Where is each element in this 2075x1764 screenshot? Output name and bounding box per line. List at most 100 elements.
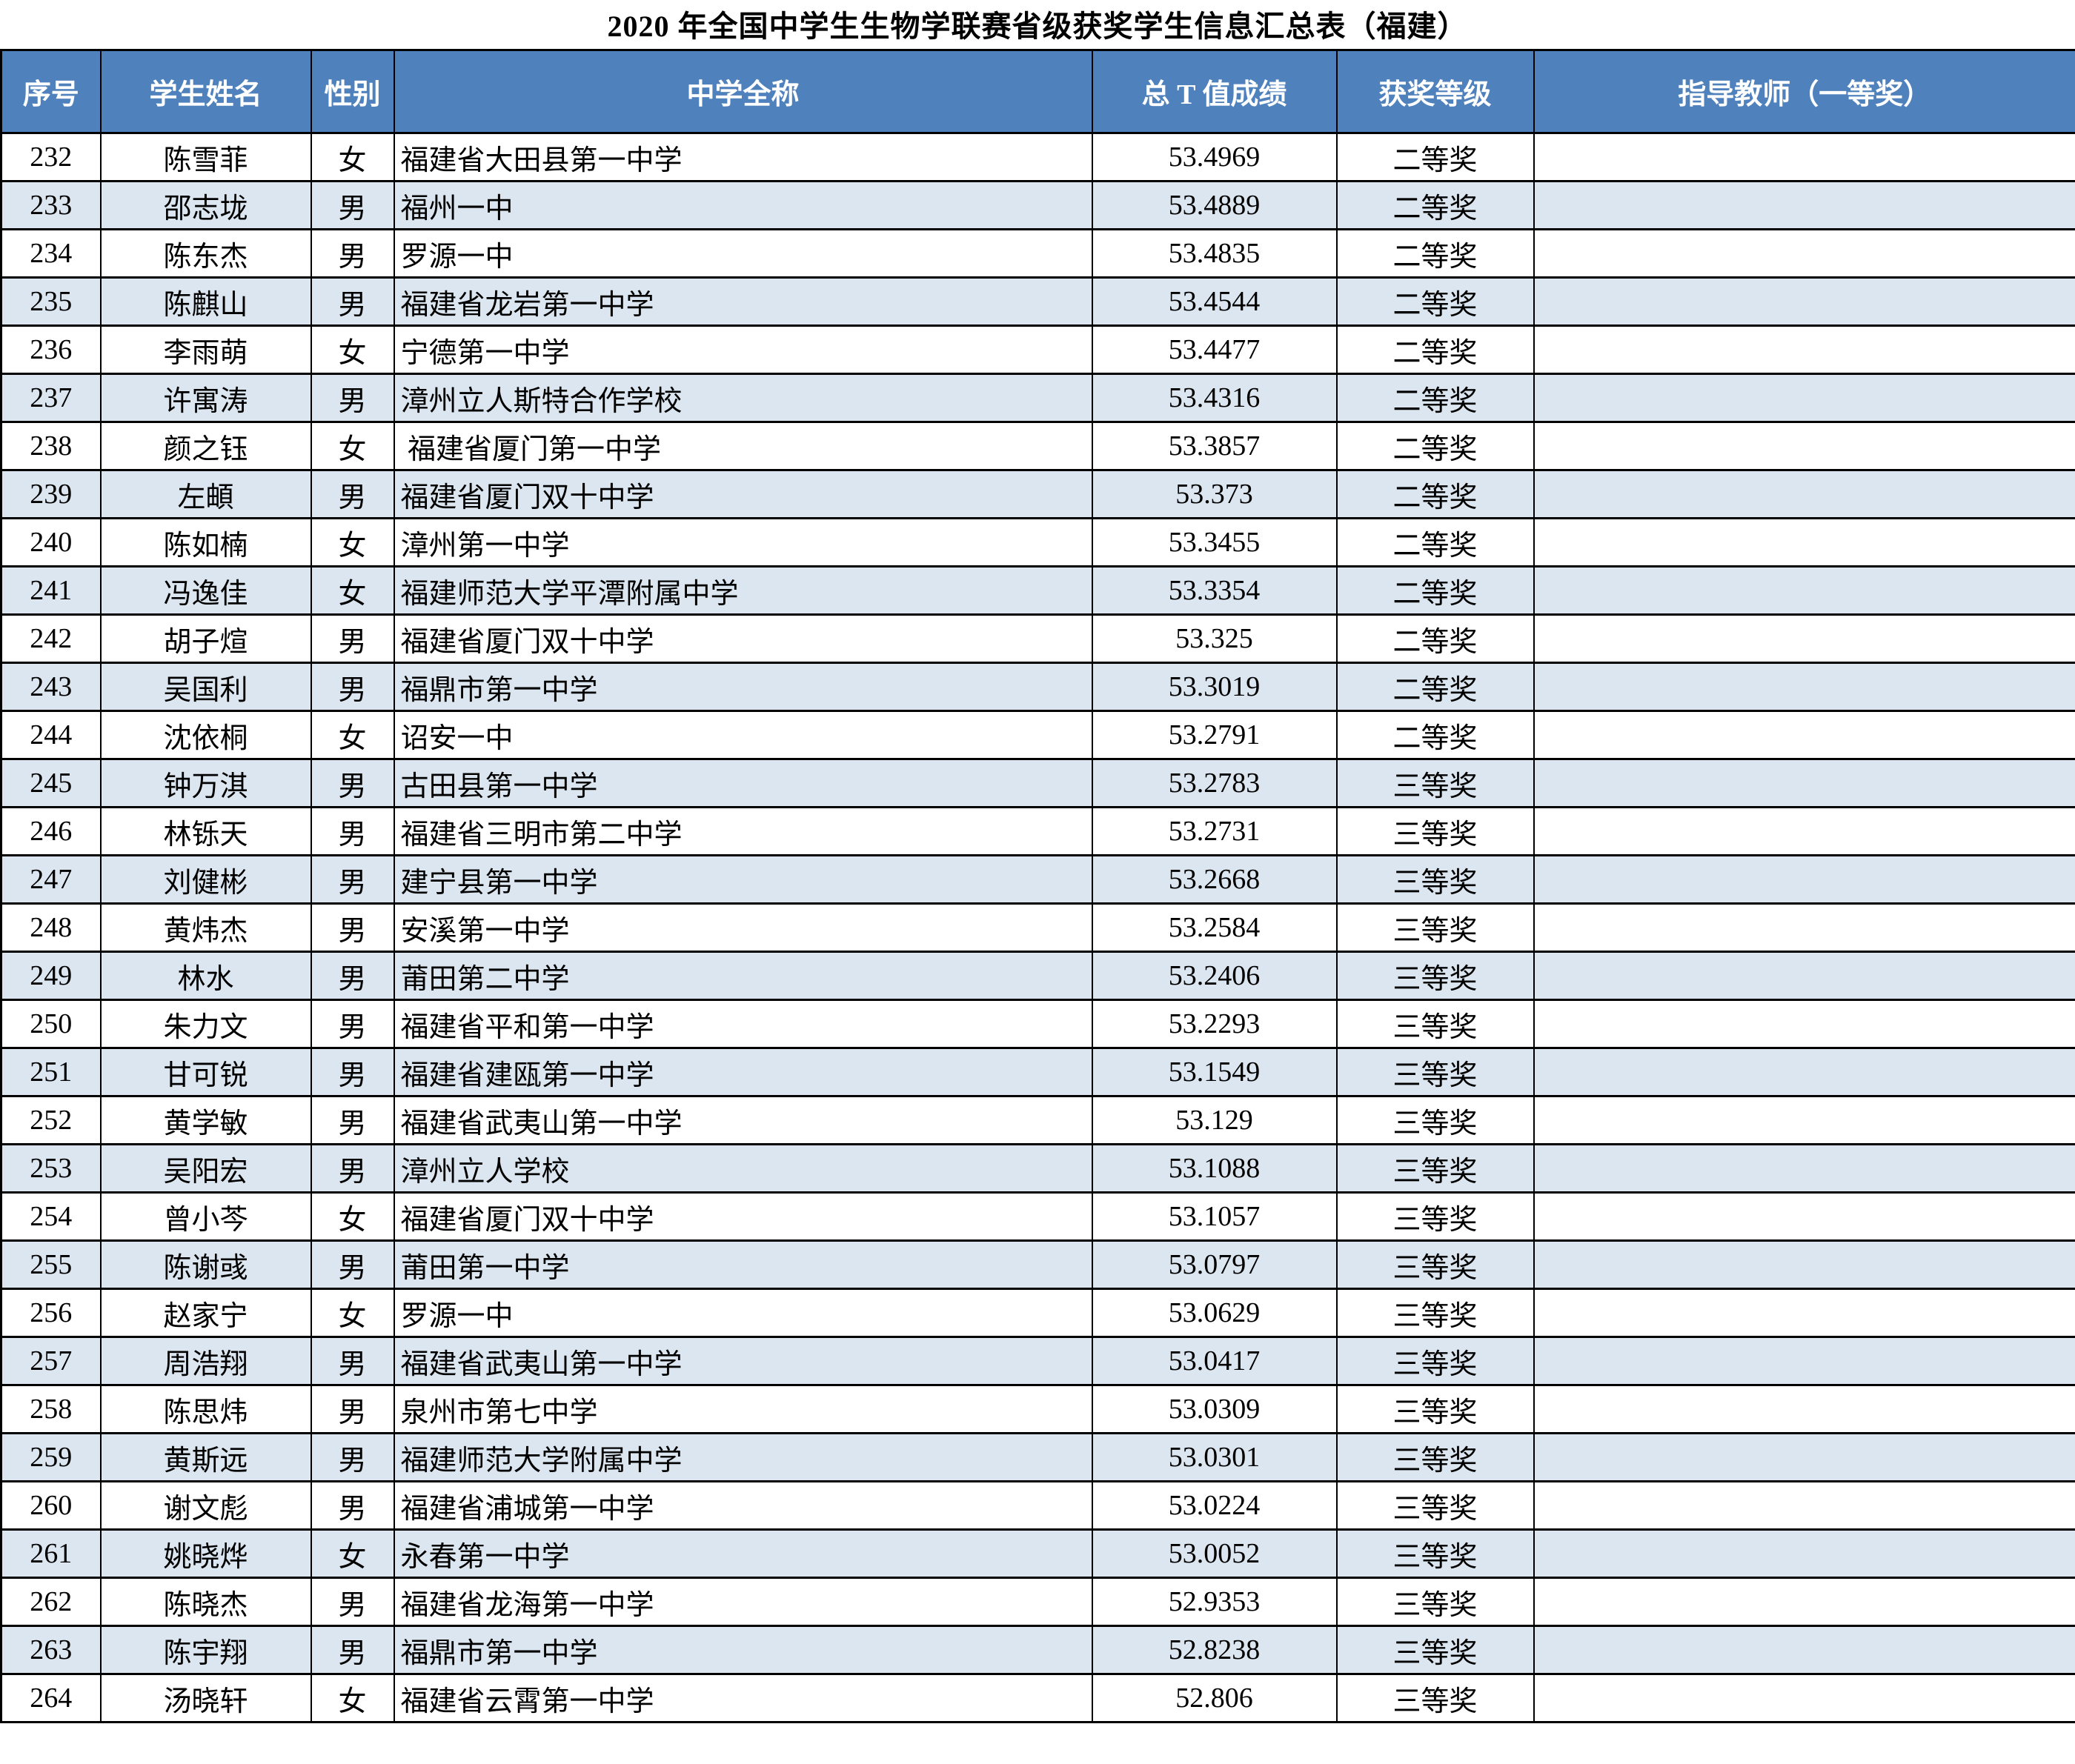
cell-teacher	[1533, 373, 2075, 423]
cell-score: 53.1088	[1091, 1143, 1338, 1194]
cell-school: 诏安一中	[393, 710, 1093, 760]
cell-score: 53.3019	[1091, 662, 1338, 712]
column-header-teacher: 指导教师（一等奖）	[1533, 49, 2075, 134]
cell-school: 福建师范大学平潭附属中学	[393, 565, 1093, 616]
cell-no: 264	[0, 1673, 102, 1723]
cell-award: 二等奖	[1335, 710, 1535, 760]
cell-teacher	[1533, 710, 2075, 760]
cell-teacher	[1533, 421, 2075, 471]
cell-score: 52.9353	[1091, 1577, 1338, 1627]
cell-no: 250	[0, 999, 102, 1049]
table-row: 236 李雨萌 女 宁德第一中学 53.4477 二等奖	[0, 324, 2075, 375]
cell-award: 二等奖	[1335, 324, 1535, 375]
cell-score: 53.0629	[1091, 1288, 1338, 1338]
cell-award: 三等奖	[1335, 951, 1535, 1001]
cell-award: 三等奖	[1335, 1480, 1535, 1531]
cell-score: 53.2406	[1091, 951, 1338, 1001]
cell-student-name: 汤晓轩	[99, 1673, 312, 1723]
cell-no: 258	[0, 1384, 102, 1434]
table-row: 233 邵志垅 男 福州一中 53.4889 二等奖	[0, 180, 2075, 230]
cell-student-name: 赵家宁	[99, 1288, 312, 1338]
cell-school: 福建省武夷山第一中学	[393, 1095, 1093, 1145]
cell-award: 三等奖	[1335, 1239, 1535, 1290]
cell-gender: 男	[310, 662, 395, 712]
cell-score: 53.2584	[1091, 902, 1338, 953]
table-row: 258 陈思炜 男 泉州市第七中学 53.0309 三等奖	[0, 1384, 2075, 1434]
cell-teacher	[1533, 1577, 2075, 1627]
cell-student-name: 姚晓烨	[99, 1528, 312, 1579]
cell-no: 259	[0, 1432, 102, 1482]
cell-gender: 男	[310, 1336, 395, 1386]
cell-no: 262	[0, 1577, 102, 1627]
cell-student-name: 陈如楠	[99, 517, 312, 568]
cell-teacher	[1533, 276, 2075, 327]
cell-no: 233	[0, 180, 102, 230]
cell-gender: 男	[310, 1432, 395, 1482]
cell-gender: 男	[310, 1143, 395, 1194]
cell-no: 263	[0, 1625, 102, 1675]
column-header-school: 中学全称	[393, 49, 1093, 134]
cell-student-name: 陈谢彧	[99, 1239, 312, 1290]
column-header-award: 获奖等级	[1335, 49, 1535, 134]
cell-no: 241	[0, 565, 102, 616]
awards-table: 序号 学生姓名 性别 中学全称 总 T 值成绩 获奖等级 指导教师（一等奖） 2…	[0, 49, 2075, 1723]
cell-teacher	[1533, 1239, 2075, 1290]
cell-school: 漳州立人学校	[393, 1143, 1093, 1194]
cell-student-name: 黄斯远	[99, 1432, 312, 1482]
cell-school: 建宁县第一中学	[393, 854, 1093, 905]
cell-no: 260	[0, 1480, 102, 1531]
cell-score: 53.4316	[1091, 373, 1338, 423]
cell-gender: 男	[310, 999, 395, 1049]
cell-teacher	[1533, 1625, 2075, 1675]
cell-gender: 男	[310, 228, 395, 279]
cell-no: 236	[0, 324, 102, 375]
cell-award: 二等奖	[1335, 517, 1535, 568]
cell-student-name: 谢文彪	[99, 1480, 312, 1531]
cell-no: 235	[0, 276, 102, 327]
table-row: 255 陈谢彧 男 莆田第一中学 53.0797 三等奖	[0, 1239, 2075, 1290]
table-row: 234 陈东杰 男 罗源一中 53.4835 二等奖	[0, 228, 2075, 279]
table-row: 238 颜之钰 女 福建省厦门第一中学 53.3857 二等奖	[0, 421, 2075, 471]
cell-teacher	[1533, 806, 2075, 856]
cell-teacher	[1533, 1480, 2075, 1531]
cell-school: 泉州市第七中学	[393, 1384, 1093, 1434]
cell-student-name: 黄学敏	[99, 1095, 312, 1145]
cell-gender: 女	[310, 1191, 395, 1242]
cell-teacher	[1533, 613, 2075, 664]
table-row: 257 周浩翔 男 福建省武夷山第一中学 53.0417 三等奖	[0, 1336, 2075, 1386]
cell-score: 52.806	[1091, 1673, 1338, 1723]
cell-no: 249	[0, 951, 102, 1001]
cell-student-name: 吴阳宏	[99, 1143, 312, 1194]
cell-award: 三等奖	[1335, 999, 1535, 1049]
table-row: 253 吴阳宏 男 漳州立人学校 53.1088 三等奖	[0, 1143, 2075, 1194]
cell-gender: 女	[310, 565, 395, 616]
cell-school: 福建省龙岩第一中学	[393, 276, 1093, 327]
cell-no: 238	[0, 421, 102, 471]
cell-student-name: 陈晓杰	[99, 1577, 312, 1627]
table-row: 237 许寓涛 男 漳州立人斯特合作学校 53.4316 二等奖	[0, 373, 2075, 423]
cell-school: 福建省建瓯第一中学	[393, 1047, 1093, 1097]
cell-gender: 男	[310, 1239, 395, 1290]
cell-gender: 女	[310, 517, 395, 568]
cell-score: 53.4835	[1091, 228, 1338, 279]
cell-school: 安溪第一中学	[393, 902, 1093, 953]
table-row: 261 姚晓烨 女 永春第一中学 53.0052 三等奖	[0, 1528, 2075, 1579]
header-row: 序号 学生姓名 性别 中学全称 总 T 值成绩 获奖等级 指导教师（一等奖）	[0, 49, 2075, 134]
cell-award: 三等奖	[1335, 1384, 1535, 1434]
cell-gender: 女	[310, 132, 395, 182]
table-row: 263 陈宇翔 男 福鼎市第一中学 52.8238 三等奖	[0, 1625, 2075, 1675]
cell-award: 三等奖	[1335, 806, 1535, 856]
cell-gender: 女	[310, 324, 395, 375]
cell-score: 53.0052	[1091, 1528, 1338, 1579]
cell-score: 53.0224	[1091, 1480, 1338, 1531]
table-row: 241 冯逸佳 女 福建师范大学平潭附属中学 53.3354 二等奖	[0, 565, 2075, 616]
cell-school: 福鼎市第一中学	[393, 1625, 1093, 1675]
table-row: 247 刘健彬 男 建宁县第一中学 53.2668 三等奖	[0, 854, 2075, 905]
cell-teacher	[1533, 132, 2075, 182]
cell-school: 福建省厦门双十中学	[393, 469, 1093, 519]
table-row: 244 沈依桐 女 诏安一中 53.2791 二等奖	[0, 710, 2075, 760]
cell-award: 二等奖	[1335, 373, 1535, 423]
cell-student-name: 陈雪菲	[99, 132, 312, 182]
cell-award: 三等奖	[1335, 1191, 1535, 1242]
cell-score: 53.4969	[1091, 132, 1338, 182]
